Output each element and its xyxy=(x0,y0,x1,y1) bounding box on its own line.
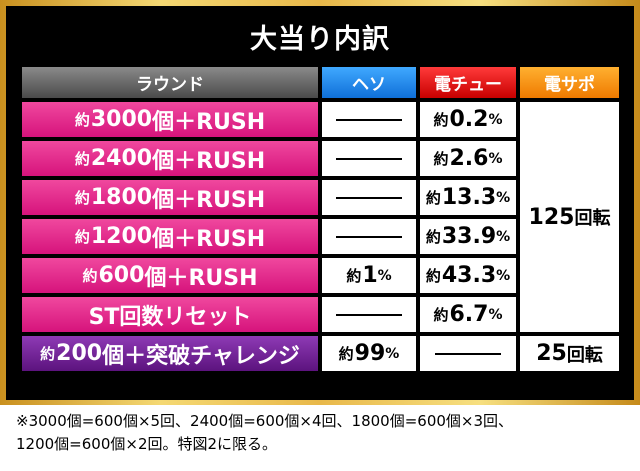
densapo-unit: 回転 xyxy=(574,208,611,229)
round-3000: 約 3000 個＋RUSH xyxy=(22,102,318,137)
denchu-percent: 33.9 xyxy=(441,224,497,249)
footnote-line-1: ※3000個=600個×5回、2400個=600個×4回、1800個=600個×… xyxy=(16,412,514,430)
header-denchu: 電チュー xyxy=(420,67,516,98)
heso-cell-st-reset xyxy=(322,297,416,332)
percent-unit: % xyxy=(496,228,511,245)
denchu-prefix: 約 xyxy=(433,150,449,168)
round-2400: 約 2400 個＋RUSH xyxy=(22,141,318,176)
densapo-spins: 25 xyxy=(536,341,567,366)
table-panel: 大当り内訳 ラウンド ヘソ 電チュー 電サポ 約 3000 個＋RUSH 約 0.2%… xyxy=(6,6,634,400)
round-prefix: 約 xyxy=(74,150,90,168)
round-prefix: 約 xyxy=(74,111,90,129)
percent-unit: % xyxy=(385,345,400,362)
round-suffix: 個＋突破チャレンジ xyxy=(102,343,300,369)
table-title: 大当り内訳 xyxy=(250,23,390,55)
round-prefix: 約 xyxy=(82,267,98,285)
round-prefix: 約 xyxy=(40,345,56,363)
denchu-prefix: 約 xyxy=(433,306,449,324)
footnote-line-2: 1200個=600個×2回。特図2に限る。 xyxy=(16,435,278,453)
footnote: ※3000個=600個×5回、2400個=600個×4回、1800個=600個×… xyxy=(16,410,631,456)
empty-dash xyxy=(435,352,501,355)
round-st-reset: ST回数リセット xyxy=(22,297,318,332)
empty-dash xyxy=(336,196,402,199)
heso-cell-200: 約 99% xyxy=(322,336,416,371)
heso-cell-3000 xyxy=(322,102,416,137)
denchu-cell-st-reset: 約 6.7% xyxy=(420,297,516,332)
denchu-prefix: 約 xyxy=(433,111,449,129)
round-prefix: 約 xyxy=(74,228,90,246)
heso-prefix: 約 xyxy=(338,345,354,363)
round-1800: 約 1800 個＋RUSH xyxy=(22,180,318,215)
denchu-cell-1200: 約 33.9% xyxy=(420,219,516,254)
heso-percent: 1 xyxy=(362,263,378,288)
round-suffix: 個＋RUSH xyxy=(152,226,266,252)
round-prefix: 約 xyxy=(74,189,90,207)
round-suffix: 個＋RUSH xyxy=(152,148,266,174)
denchu-cell-600: 約 43.3% xyxy=(420,258,516,293)
denchu-cell-200 xyxy=(420,336,516,371)
percent-unit: % xyxy=(377,267,392,284)
denchu-percent: 0.2 xyxy=(449,107,489,132)
denchu-percent: 13.3 xyxy=(441,185,497,210)
denchu-prefix: 約 xyxy=(425,228,441,246)
round-suffix: 個＋RUSH xyxy=(144,265,258,291)
percent-unit: % xyxy=(496,189,511,206)
round-suffix: 個＋RUSH xyxy=(152,109,266,135)
denchu-percent: 2.6 xyxy=(449,146,489,171)
denchu-prefix: 約 xyxy=(425,267,441,285)
empty-dash xyxy=(336,313,402,316)
round-number: 2400 xyxy=(90,146,153,171)
round-number: 3000 xyxy=(90,107,153,132)
heso-cell-2400 xyxy=(322,141,416,176)
denchu-percent: 43.3 xyxy=(441,263,497,288)
empty-dash xyxy=(336,118,402,121)
percent-unit: % xyxy=(496,267,511,284)
denchu-prefix: 約 xyxy=(425,189,441,207)
round-suffix: 個＋RUSH xyxy=(152,187,266,213)
heso-cell-1800 xyxy=(322,180,416,215)
round-number: 1800 xyxy=(90,185,153,210)
round-number: 200 xyxy=(56,341,103,366)
densapo-challenge-cell: 25 回転 xyxy=(520,336,619,371)
round-600: 約 600 個＋RUSH xyxy=(22,258,318,293)
percent-unit: % xyxy=(488,150,503,167)
round-number: 600 xyxy=(98,263,145,288)
denchu-percent: 6.7 xyxy=(449,302,489,327)
round-number: 1200 xyxy=(90,224,153,249)
denchu-cell-2400: 約 2.6% xyxy=(420,141,516,176)
round-1200: 約 1200 個＋RUSH xyxy=(22,219,318,254)
heso-cell-1200 xyxy=(322,219,416,254)
round-label: ST回数リセット xyxy=(88,304,252,330)
heso-cell-600: 約 1% xyxy=(322,258,416,293)
header-heso: ヘソ xyxy=(322,67,416,98)
heso-prefix: 約 xyxy=(346,267,362,285)
densapo-spins: 125 xyxy=(528,204,575,230)
heso-percent: 99 xyxy=(354,341,386,366)
header-densapo: 電サポ xyxy=(520,67,619,98)
empty-dash xyxy=(336,157,402,160)
denchu-cell-1800: 約 13.3% xyxy=(420,180,516,215)
densapo-unit: 回転 xyxy=(566,344,603,366)
percent-unit: % xyxy=(488,111,503,128)
header-round: ラウンド xyxy=(22,67,318,98)
percent-unit: % xyxy=(488,306,503,323)
denchu-cell-3000: 約 0.2% xyxy=(420,102,516,137)
densapo-rush-cell: 125 回転 xyxy=(520,102,619,332)
round-200-challenge: 約 200 個＋突破チャレンジ xyxy=(22,336,318,371)
empty-dash xyxy=(336,235,402,238)
